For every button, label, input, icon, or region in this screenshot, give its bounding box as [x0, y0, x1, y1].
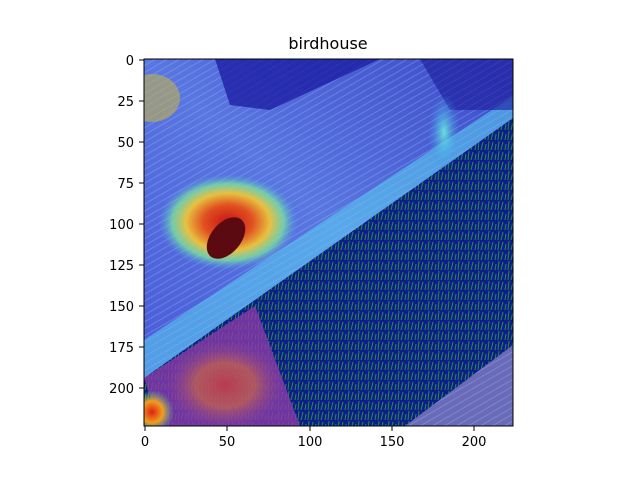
y-tick-label: 175: [109, 341, 134, 356]
heatmap-image: [144, 59, 513, 426]
y-tick-label: 100: [109, 218, 134, 233]
y-tick-label: 25: [117, 95, 134, 110]
x-tick-label: 150: [380, 435, 405, 450]
y-tick-label: 50: [117, 136, 134, 151]
plot-title: birdhouse: [288, 34, 367, 53]
x-tick-label: 200: [462, 435, 487, 450]
y-tick-label: 150: [109, 300, 134, 315]
knot-hole: [206, 217, 246, 259]
axes-frame: [143, 58, 514, 427]
y-tick-label: 125: [109, 259, 134, 274]
y-tick-label: 0: [126, 54, 134, 69]
y-tick-label: 75: [117, 177, 134, 192]
x-tick-label: 100: [298, 435, 323, 450]
y-axis: 0 25 50 75 100 125 150 175 200: [109, 54, 144, 397]
x-axis: 0 50 100 150 200: [141, 426, 487, 450]
y-tick-label: 200: [109, 382, 134, 397]
x-tick-label: 50: [219, 435, 236, 450]
x-tick-label: 0: [141, 435, 149, 450]
